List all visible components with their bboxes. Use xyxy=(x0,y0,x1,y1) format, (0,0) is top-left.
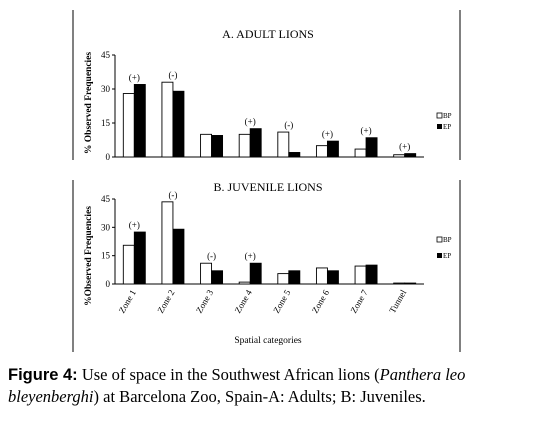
bar-ep-zone-4 xyxy=(249,128,262,158)
bar-ep-zone-3 xyxy=(211,270,224,285)
significance-label: (-) xyxy=(207,251,216,261)
bar-ep-zone-1 xyxy=(133,231,146,285)
x-tick-label: Zone 4 xyxy=(233,288,255,315)
bar-bp-zone-6 xyxy=(315,145,328,158)
bar-ep-tunnel xyxy=(404,153,417,158)
x-tick-label: Zone 1 xyxy=(117,288,138,315)
bar-ep-zone-7 xyxy=(365,264,378,285)
bar-ep-zone-7 xyxy=(365,137,378,158)
y-tick-label: 15 xyxy=(101,118,111,128)
significance-label: (-) xyxy=(284,120,293,130)
figure: A. ADULT LIONS % Observed Frequencies 0 1… xyxy=(72,10,461,352)
legend-ep-label: EP xyxy=(443,123,451,131)
bar-bp-tunnel xyxy=(393,282,406,285)
bar-bp-zone-4 xyxy=(238,133,251,158)
bar-bp-zone-4 xyxy=(238,281,251,285)
adult-lions-panel: A. ADULT LIONS % Observed Frequencies 0 1… xyxy=(72,10,461,162)
bar-ep-zone-2 xyxy=(172,90,185,158)
bar-bp-zone-7 xyxy=(354,148,367,158)
bar-ep-zone-5 xyxy=(288,270,301,285)
y-tick-label: 0 xyxy=(106,152,111,162)
bar-bp-zone-1 xyxy=(122,244,135,285)
bar-bp-zone-1 xyxy=(122,93,135,158)
juvenile-lions-panel: B. JUVENILE LIONS %Observed Frequencies … xyxy=(72,180,461,352)
significance-label: (+) xyxy=(322,129,333,139)
significance-label: (+) xyxy=(245,117,256,127)
y-tick-label: 45 xyxy=(101,194,111,204)
y-tick-label: 30 xyxy=(101,222,111,232)
panel-b-plot: 0 15 30 45 (+) Zone 1 (-) Zone 2 (-) Zone 3 (+) Zon… xyxy=(101,190,424,315)
bar-bp-zone-3 xyxy=(200,262,213,285)
y-tick-label: 15 xyxy=(101,251,111,261)
bar-ep-zone-5 xyxy=(288,152,301,158)
panel-b-legend: BP EP xyxy=(436,236,452,260)
x-tick-label: Tunnel xyxy=(387,288,408,315)
bar-ep-zone-6 xyxy=(326,270,339,285)
bar-bp-zone-5 xyxy=(277,273,290,285)
figure-caption: Figure 4: Use of space in the Southwest … xyxy=(8,364,528,407)
panel-a-plot: 0 15 30 45 (+) (-) (+) (-) (+) (+) (+) xyxy=(101,50,424,162)
x-axis-label: Spatial categories xyxy=(234,336,302,346)
significance-label: (+) xyxy=(399,142,410,152)
significance-label: (-) xyxy=(168,190,177,200)
legend-bp-swatch xyxy=(436,112,443,119)
bar-ep-tunnel xyxy=(404,282,417,285)
bar-bp-zone-5 xyxy=(277,131,290,158)
caption-lead: Figure 4: xyxy=(8,366,78,384)
legend-ep-swatch xyxy=(437,124,442,129)
legend-ep-label: EP xyxy=(443,252,451,260)
x-tick-label: Zone 7 xyxy=(349,288,371,315)
bar-bp-zone-6 xyxy=(315,267,328,285)
significance-label: (-) xyxy=(168,70,177,80)
panel-a-ylabel: % Observed Frequencies xyxy=(84,52,94,155)
significance-label: (+) xyxy=(245,251,256,261)
caption-species: Panthera leo bleyenberghi xyxy=(8,365,466,406)
panel-b-ylabel: %Observed Frequencies xyxy=(84,206,94,306)
x-tick-label: Zone 6 xyxy=(310,288,332,315)
caption-text-1: Use of space in the Southwest African li… xyxy=(77,365,380,384)
bar-ep-zone-3 xyxy=(211,135,224,158)
bar-ep-zone-2 xyxy=(172,228,185,285)
legend-bp-label: BP xyxy=(443,236,452,244)
bar-bp-zone-7 xyxy=(354,265,367,285)
panel-b-title: B. JUVENILE LIONS xyxy=(214,180,323,194)
significance-label: (+) xyxy=(361,126,372,136)
y-tick-label: 0 xyxy=(106,279,111,289)
bar-bp-zone-3 xyxy=(200,133,213,158)
legend-ep-swatch xyxy=(437,253,442,258)
y-tick-label: 45 xyxy=(101,50,111,60)
bar-bp-zone-2 xyxy=(161,81,174,158)
caption-text-2: ) at Barcelona Zoo, Spain-A: Adults; B: … xyxy=(93,387,426,406)
bar-bp-tunnel xyxy=(393,154,406,158)
bar-ep-zone-6 xyxy=(326,140,339,158)
significance-label: (+) xyxy=(129,72,140,82)
x-tick-label: Zone 3 xyxy=(194,288,216,315)
significance-label: (+) xyxy=(129,220,140,230)
bar-ep-zone-1 xyxy=(133,84,146,158)
panel-a-legend: BP EP xyxy=(436,112,452,131)
x-tick-label: Zone 5 xyxy=(271,288,293,315)
y-tick-label: 30 xyxy=(101,84,111,94)
panel-a-title: A. ADULT LIONS xyxy=(222,27,314,41)
x-tick-label: Zone 2 xyxy=(155,288,176,315)
legend-bp-label: BP xyxy=(443,112,452,120)
legend-bp-swatch xyxy=(436,236,443,243)
bar-ep-zone-4 xyxy=(249,262,262,285)
bar-bp-zone-2 xyxy=(161,201,174,285)
